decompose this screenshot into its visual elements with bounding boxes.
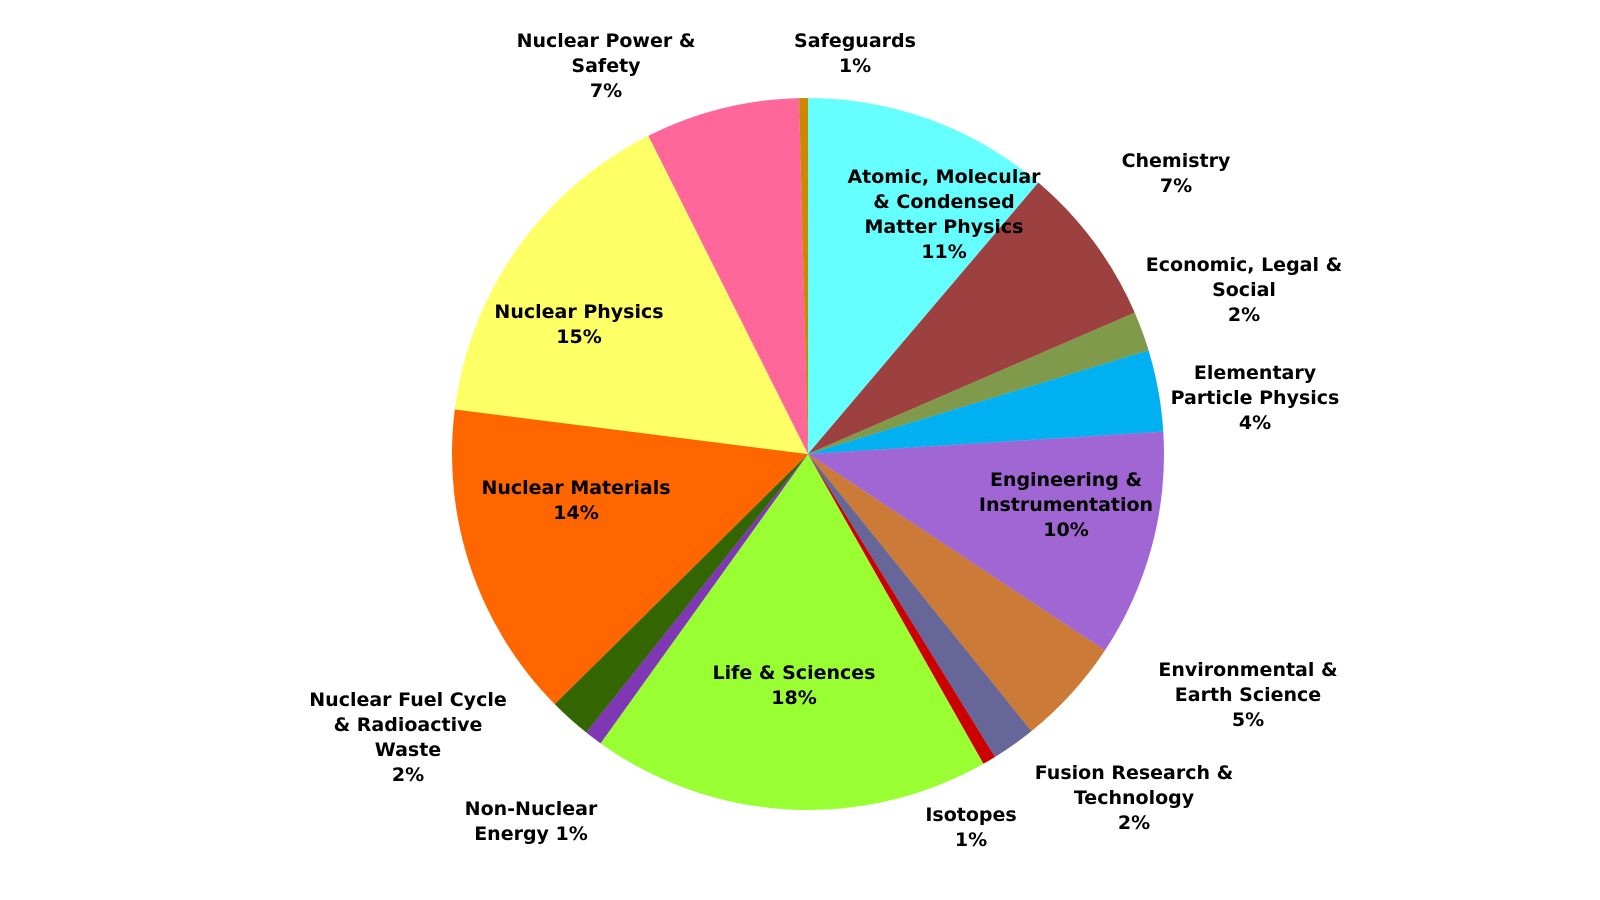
slice-label: Isotopes 1%: [925, 804, 1016, 851]
slice-label-line: 1%: [839, 55, 871, 77]
pie-slice: [808, 454, 995, 764]
slice-label: Nuclear Physics 15%: [494, 301, 663, 348]
pie-slice: [808, 182, 1135, 454]
slice-label-line: & Radioactive: [334, 714, 483, 736]
pie-slice: [799, 97, 808, 454]
pie-slice: [452, 409, 808, 705]
slice-label-line: Non-Nuclear: [465, 798, 598, 820]
slice-label: Safeguards 1%: [794, 30, 916, 77]
slice-label-line: 18%: [771, 687, 816, 709]
slice-label: Life & Sciences 18%: [713, 662, 876, 709]
slice-label-line: Nuclear Materials: [481, 477, 670, 499]
slice-label-line: Environmental &: [1158, 659, 1337, 681]
slice-label-line: Social: [1212, 279, 1276, 301]
pie-slice: [554, 454, 808, 733]
slice-label-line: Chemistry: [1122, 150, 1231, 172]
pie-slice: [808, 454, 1105, 732]
pie-slice: [586, 454, 808, 744]
slice-label-line: Nuclear Power &: [517, 30, 696, 52]
pie-slice: [808, 98, 1039, 454]
slice-label-line: Energy 1%: [474, 823, 588, 845]
slice-label: Engineering & Instrumentation 10%: [979, 469, 1153, 541]
slice-label-line: Nuclear Fuel Cycle: [309, 689, 506, 711]
slice-label-line: 7%: [590, 80, 622, 102]
slice-label-line: 11%: [921, 241, 966, 263]
slice-label-line: Isotopes: [925, 804, 1016, 826]
slice-label-line: Earth Science: [1175, 684, 1321, 706]
pie-labels: Atomic, Molecular & Condensed Matter Physi…: [309, 30, 1342, 851]
slice-label-line: 4%: [1239, 412, 1271, 434]
slice-label: Atomic, Molecular & Condensed Matter Physi…: [847, 166, 1041, 263]
slice-label-line: 10%: [1043, 519, 1088, 541]
slice-label-line: Waste: [375, 739, 441, 761]
slice-label: Environmental & Earth Science 5%: [1158, 659, 1337, 731]
slice-label: Nuclear Fuel Cycle & Radioactive Waste 2%: [309, 689, 506, 786]
slice-label-line: Atomic, Molecular: [847, 166, 1041, 188]
slice-label: Non-Nuclear Energy 1%: [465, 798, 598, 845]
slice-label: Nuclear Power & Safety 7%: [517, 30, 696, 102]
pie-slice: [648, 98, 808, 455]
slice-label-line: 2%: [392, 764, 424, 786]
slice-label-line: Matter Physics: [865, 216, 1024, 238]
slice-label-line: Elementary: [1194, 362, 1317, 384]
slice-label-line: Fusion Research &: [1035, 762, 1233, 784]
slice-label-line: 2%: [1228, 304, 1260, 326]
pie-slice: [808, 431, 1165, 651]
slice-label: Chemistry 7%: [1122, 150, 1231, 197]
slice-label-line: Life & Sciences: [713, 662, 876, 684]
slice-label-line: 5%: [1232, 709, 1264, 731]
slice-label-line: Particle Physics: [1171, 387, 1340, 409]
pie-slice: [600, 454, 984, 811]
pie-slice: [808, 312, 1149, 454]
slice-label-line: 14%: [553, 502, 598, 524]
slice-label: Economic, Legal & Social 2%: [1146, 254, 1342, 326]
slice-label: Fusion Research & Technology 2%: [1035, 762, 1233, 834]
slice-label-line: 2%: [1118, 812, 1150, 834]
pie-slices: [452, 97, 1165, 811]
slice-label-line: & Condensed: [873, 191, 1015, 213]
slice-label-line: 1%: [955, 829, 987, 851]
slice-label-line: Technology: [1074, 787, 1195, 809]
slice-label-line: Safeguards: [794, 30, 916, 52]
slice-label-line: Safety: [571, 55, 641, 77]
slice-label-line: 7%: [1160, 175, 1192, 197]
slice-label: Elementary Particle Physics 4%: [1171, 362, 1340, 434]
slice-label-line: 15%: [556, 326, 601, 348]
pie-slice: [808, 454, 1032, 757]
slice-label-line: Economic, Legal &: [1146, 254, 1342, 276]
pie-slice: [454, 135, 808, 455]
pie-slice: [808, 350, 1164, 454]
slice-label-line: Instrumentation: [979, 494, 1153, 516]
slice-label: Nuclear Materials 14%: [481, 477, 670, 524]
slice-label-line: Nuclear Physics: [494, 301, 663, 323]
slice-label-line: Engineering &: [990, 469, 1142, 491]
